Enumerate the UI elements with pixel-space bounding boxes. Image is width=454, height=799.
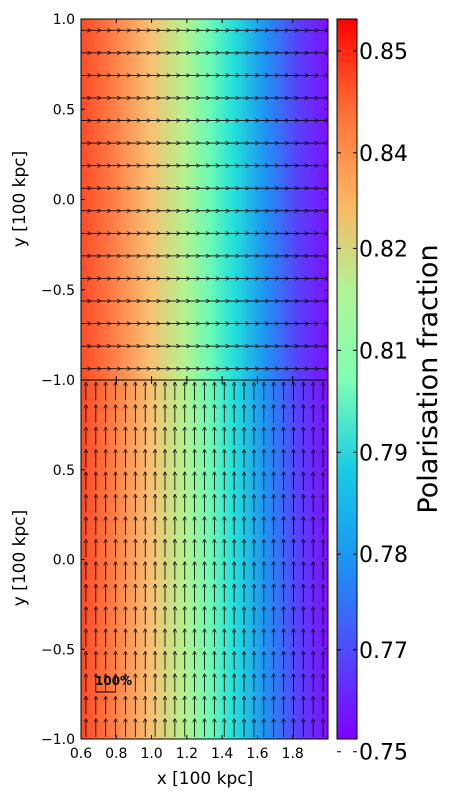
y-tick-label: −1.0 <box>41 373 75 389</box>
colorbar-tick-label: 0.84 <box>359 142 408 167</box>
bottom-vector-field <box>86 382 323 737</box>
y-tick-label: −1.0 <box>41 732 75 748</box>
x-tick-label: 0.8 <box>105 746 127 762</box>
colorbar-tick-label: 0.85 <box>359 40 408 65</box>
bottom-y-axis-label: y [100 kpc] <box>10 510 30 607</box>
x-tick-label: 1.6 <box>246 746 268 762</box>
x-tick-label: 1.0 <box>140 746 162 762</box>
bottom-y-ticks: 0.5 0.0 −0.5 −1.0 <box>41 463 328 748</box>
colorbar-tick-label: 0.81 <box>359 339 408 364</box>
top-y-axis-label: y [100 kpc] <box>10 151 30 248</box>
y-tick-label: 0.5 <box>53 463 75 479</box>
y-tick-label: −0.5 <box>41 283 75 299</box>
colorbar-tick-label: 0.75 <box>359 741 408 766</box>
y-tick-label: −0.5 <box>41 642 75 658</box>
y-tick-label: 0.5 <box>53 102 75 118</box>
x-tick-label: 0.6 <box>70 746 92 762</box>
vector-scale-label: 100% <box>95 674 132 688</box>
colorbar-tick-label: 0.79 <box>359 441 408 466</box>
x-tick-label: 1.2 <box>176 746 198 762</box>
bottom-panel: 0.5 0.0 −0.5 −1.0 0.6 0.8 1.0 1.2 1.4 1.6 1.8 y [… <box>10 379 329 789</box>
x-tick-label: 1.8 <box>282 746 304 762</box>
x-tick-label: 1.4 <box>211 746 233 762</box>
colorbar-label: Polarisation fraction <box>413 244 444 513</box>
x-axis-label: x [100 kpc] <box>157 769 254 789</box>
y-tick-label: 1.0 <box>53 12 75 28</box>
top-vector-field <box>81 30 328 368</box>
colorbar-tick-label: 0.78 <box>359 543 408 568</box>
colorbar-tick-label: 0.82 <box>359 237 408 262</box>
y-tick-label: 0.0 <box>53 193 75 209</box>
colorbar-gradient <box>336 18 358 740</box>
y-tick-label: 0.0 <box>53 553 75 569</box>
colorbar-tick-label: 0.77 <box>359 639 408 664</box>
bottom-x-ticks: 0.6 0.8 1.0 1.2 1.4 1.6 1.8 <box>70 380 304 762</box>
colorbar: 0.85 0.84 0.82 0.81 0.79 0.78 0.77 0.75 Polaris… <box>336 18 444 766</box>
top-panel: 1.0 0.5 0.0 −0.5 −1.0 y [100 kpc] <box>10 12 329 389</box>
top-heatmap <box>81 19 328 380</box>
colorbar-ticks: 0.85 0.84 0.82 0.81 0.79 0.78 0.77 0.75 <box>337 40 408 766</box>
